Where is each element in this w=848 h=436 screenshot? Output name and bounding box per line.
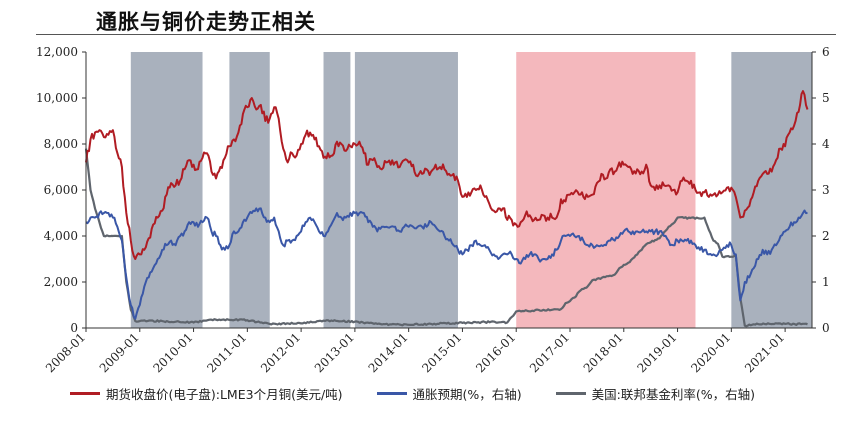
- y-left-tick-label: 0: [70, 321, 78, 335]
- chart-axes: [82, 51, 816, 332]
- y-left-tick-label: 12,000: [36, 45, 78, 59]
- x-tick-label: 2012-01: [258, 330, 303, 375]
- shaded-region-4: [516, 52, 696, 328]
- y-left-tick-labels: 0 2,000 4,000 6,000 8,000 10,000 12,000: [36, 45, 78, 335]
- chart-legend: 期货收盘价(电子盘):LME3个月铜(美元/吨) 通胀预期(%，右轴) 美国:联…: [70, 384, 755, 403]
- series-line-0: [85, 90, 809, 260]
- y-left-tick-label: 6,000: [44, 183, 78, 197]
- y-left-tick-label: 10,000: [36, 91, 78, 105]
- shaded-region-3: [354, 52, 458, 328]
- x-tick-label: 2009-01: [97, 330, 142, 375]
- legend-item-copper: 期货收盘价(电子盘):LME3个月铜(美元/吨): [70, 384, 343, 403]
- y-right-tick-label: 6: [822, 45, 830, 59]
- x-tick-label: 2016-01: [473, 330, 518, 375]
- y-right-tick-label: 5: [822, 91, 830, 105]
- x-tick-label: 2018-01: [581, 330, 626, 375]
- y-right-tick-label: 4: [822, 137, 830, 151]
- x-tick-label: 2013-01: [312, 330, 357, 375]
- y-left-tick-label: 8,000: [44, 137, 78, 151]
- x-tick-label: 2015-01: [419, 330, 464, 375]
- y-right-tick-labels: 0 1 2 3 4 5 6: [822, 45, 830, 335]
- legend-label-fed-rate: 美国:联邦基金利率(%，右轴): [591, 387, 756, 402]
- x-tick-labels: 2008-01 2009-01 2010-01 2011-01 2012-01 2013-…: [43, 330, 787, 375]
- y-left-tick-label: 2,000: [44, 275, 78, 289]
- y-left-tick-label: 4,000: [44, 229, 78, 243]
- legend-swatch-copper: [70, 392, 100, 395]
- legend-label-copper: 期货收盘价(电子盘):LME3个月铜(美元/吨): [106, 387, 343, 402]
- shaded-regions: [130, 52, 812, 328]
- legend-swatch-inflation: [376, 392, 407, 395]
- x-tick-label: 2021-01: [742, 330, 787, 375]
- y-right-tick-label: 3: [822, 183, 830, 197]
- x-tick-label: 2017-01: [527, 330, 572, 375]
- x-tick-label: 2020-01: [688, 330, 733, 375]
- legend-item-inflation: 通胀预期(%，右轴): [376, 384, 522, 403]
- legend-item-fed-rate: 美国:联邦基金利率(%，右轴): [555, 384, 756, 403]
- series-line-2: [84, 148, 808, 328]
- series-lines: [84, 90, 809, 328]
- series-line-1: [85, 207, 808, 320]
- x-tick-label: 2014-01: [366, 330, 411, 375]
- legend-label-inflation: 通胀预期(%，右轴): [412, 387, 522, 402]
- shaded-region-1: [229, 52, 270, 328]
- shaded-region-2: [323, 52, 351, 328]
- y-right-tick-label: 1: [822, 275, 830, 289]
- chart-title: 通胀与铜价走势正相关: [96, 10, 316, 34]
- title-divider: [36, 34, 836, 35]
- y-right-tick-label: 2: [822, 229, 830, 243]
- legend-swatch-fed-rate: [555, 392, 586, 395]
- x-tick-label: 2010-01: [151, 330, 196, 375]
- x-tick-label: 2019-01: [635, 330, 680, 375]
- x-tick-label: 2008-01: [43, 330, 88, 375]
- y-right-tick-label: 0: [822, 321, 830, 335]
- x-tick-label: 2011-01: [204, 330, 249, 375]
